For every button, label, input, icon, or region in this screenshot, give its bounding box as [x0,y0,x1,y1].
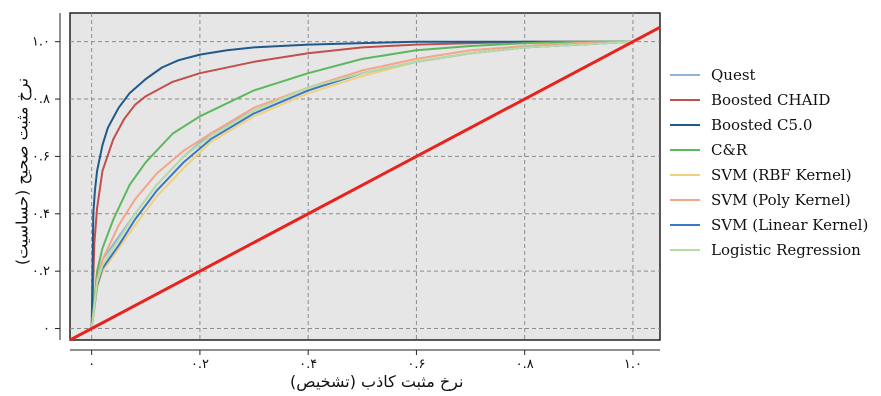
legend-swatch [670,173,700,176]
legend-swatch [670,148,700,151]
y-tick-label: ۱.۰ [32,35,50,50]
legend-item: Boosted CHAID [670,87,868,112]
y-tick-labels: ۰ ۰.۲ ۰.۴ ۰.۶ ۰.۸ ۱.۰ [32,35,50,337]
legend-swatch [670,98,700,101]
legend-item: C&R [670,137,868,162]
x-tick-label: ۰.۲ [191,357,209,372]
x-axis-title: نرخ مثبت کاذب (تشخیص) [290,372,464,391]
legend-item: Boosted C5.0 [670,112,868,137]
legend-label: SVM (Poly Kernel) [711,190,851,209]
legend-label: Logistic Regression [711,240,861,259]
legend-label: Quest [711,65,756,84]
legend-label: C&R [711,140,748,159]
y-tick-label: ۰.۲ [32,264,50,279]
legend: Quest Boosted CHAID Boosted C5.0 C&R SVM (RB… [670,62,868,262]
x-tick-label: ۰.۴ [299,357,317,372]
y-tick-label: ۰ [43,322,50,337]
roc-curve-svm-poly-kernel [90,40,633,329]
legend-item: SVM (RBF Kernel) [670,162,868,187]
x-tick-labels: ۰ ۰.۲ ۰.۴ ۰.۶ ۰.۸ ۱.۰ [88,357,642,372]
x-tick-label: ۰.۸ [516,357,534,372]
roc-curve-c-r [90,40,633,329]
x-tick-label: ۱.۰ [624,357,642,372]
reference-line [69,26,661,342]
y-tick-label: ۰.۴ [32,207,50,222]
plot-area [69,12,661,341]
legend-label: SVM (Linear Kernel) [711,215,869,234]
legend-item: Logistic Regression [670,237,868,262]
roc-curves [90,40,633,329]
legend-swatch [670,248,700,251]
roc-curve-boosted-c5-0 [90,40,633,329]
legend-item: Quest [670,62,868,87]
legend-swatch [670,73,700,76]
legend-item: SVM (Linear Kernel) [670,212,868,237]
legend-swatch [670,198,700,201]
axes [55,13,660,355]
x-tick-label: ۰ [88,357,95,372]
legend-swatch [670,223,700,226]
legend-item: SVM (Poly Kernel) [670,187,868,212]
legend-label: Boosted C5.0 [711,115,813,134]
grid-lines [70,13,660,340]
x-tick-label: ۰.۶ [407,357,425,372]
y-axis-title: نرخ مثبت صحیح (حساسیت) [12,77,32,266]
y-tick-label: ۰.۸ [32,92,50,107]
legend-label: Boosted CHAID [711,90,831,109]
roc-curve-boosted-chaid [90,40,633,329]
roc-curve-logistic-regression [90,40,633,329]
legend-label: SVM (RBF Kernel) [711,165,852,184]
legend-swatch [670,123,700,126]
reference-diagonal [69,26,661,342]
y-tick-label: ۰.۶ [32,149,50,164]
